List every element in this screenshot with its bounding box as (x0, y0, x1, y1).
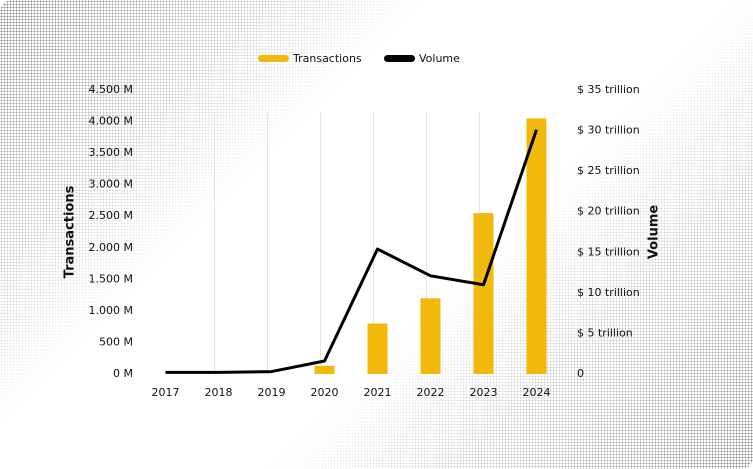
x-tick-label: 2021 (364, 386, 392, 399)
x-tick-label: 2018 (205, 386, 233, 399)
bar (367, 323, 388, 374)
x-tick-label: 2023 (470, 386, 498, 399)
y-tick-label: 2.500 M (89, 209, 133, 222)
y-tick-label: 0 M (113, 367, 133, 380)
y-tick-label: 3.000 M (89, 178, 133, 191)
y2-tick-label: 0 (577, 367, 584, 380)
y-tick-label: 1.000 M (89, 304, 133, 317)
y2-tick-label: $ 10 trillion (577, 286, 640, 299)
legend-label: Volume (419, 52, 460, 65)
bar (526, 118, 547, 375)
y-tick-label: 2.000 M (89, 241, 133, 254)
legend-swatch (258, 55, 289, 62)
y2-tick-label: $ 5 trillion (577, 326, 633, 339)
y-tick-label: 500 M (99, 335, 133, 348)
y-tick-label: 4.000 M (89, 115, 133, 128)
x-tick-label: 2017 (152, 386, 180, 399)
y-tick-label: 4.500 M (89, 83, 133, 96)
y-tick-label: 3.500 M (89, 146, 133, 159)
x-tick-label: 2024 (523, 386, 551, 399)
bar (473, 213, 494, 374)
y2-tick-label: $ 20 trillion (577, 205, 640, 218)
y-axis-title: Transactions (63, 185, 78, 278)
y2-tick-label: $ 30 trillion (577, 124, 640, 137)
line (165, 129, 538, 374)
bar (420, 298, 441, 374)
y2-tick-label: $ 15 trillion (577, 245, 640, 258)
x-tick-label: 2019 (258, 386, 286, 399)
y2-tick-label: $ 25 trillion (577, 164, 640, 177)
y2-tick-label: $ 35 trillion (577, 83, 640, 96)
bar (314, 365, 335, 374)
x-tick-label: 2022 (417, 386, 445, 399)
x-tick-label: 2020 (311, 386, 339, 399)
y-tick-label: 1.500 M (89, 272, 133, 285)
legend-label: Transactions (292, 52, 362, 65)
y2-axis-title: Volume (647, 205, 662, 260)
legend-swatch (384, 55, 415, 62)
